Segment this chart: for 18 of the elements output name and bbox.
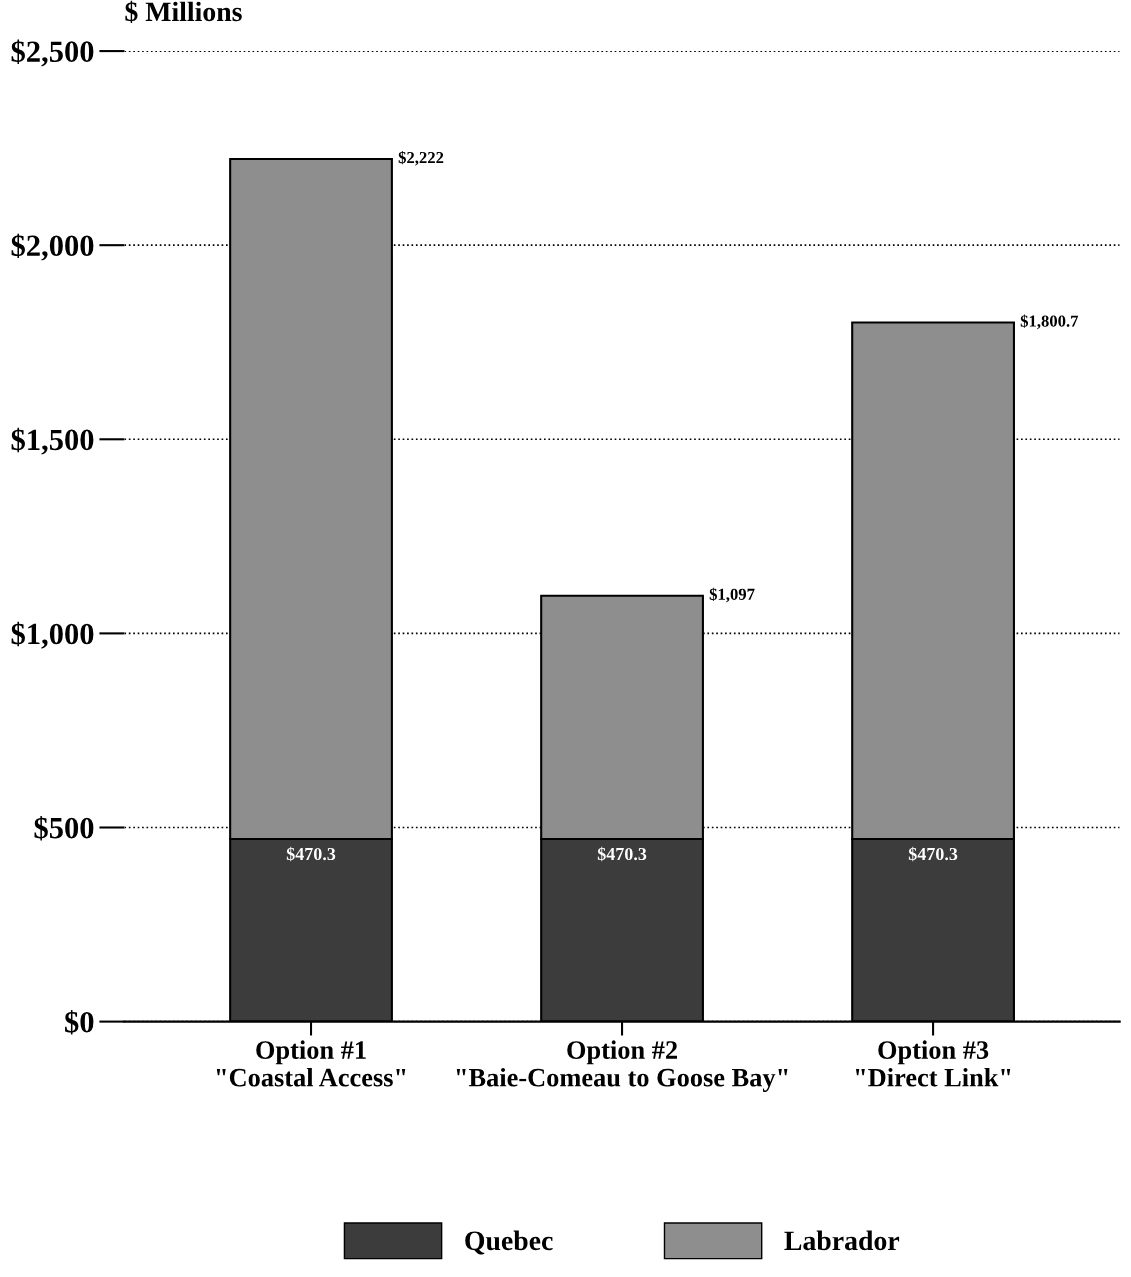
x-tick-label: Option #1 "Coastal Access" bbox=[216, 1040, 406, 1087]
x-tick-label: Option #3 "Direct Link" bbox=[855, 1040, 1011, 1087]
data-label: $470.3 bbox=[908, 846, 958, 862]
y-tick-label: $2,000 bbox=[11, 233, 94, 261]
data-label: $470.3 bbox=[286, 846, 336, 862]
y-tick-label: $2,500 bbox=[11, 39, 94, 67]
legend-label: Labrador bbox=[784, 1230, 900, 1251]
x-tick-label: Option #2 "Baie-Comeau to Goose Bay" bbox=[456, 1040, 788, 1092]
y-tick-label: $500 bbox=[34, 815, 94, 841]
total-label: $2,222 bbox=[398, 150, 444, 166]
legend-label: Quebec bbox=[465, 1230, 553, 1255]
total-label: $1,097 bbox=[709, 587, 755, 603]
y-tick-label: $1,500 bbox=[11, 427, 94, 455]
y-axis-title: $ Millions bbox=[125, 0, 242, 24]
data-label: $470.3 bbox=[597, 846, 647, 862]
y-tick-label: $1,000 bbox=[11, 621, 94, 649]
total-label: $1,800.7 bbox=[1020, 314, 1079, 330]
y-tick-label: $0 bbox=[65, 1010, 94, 1035]
